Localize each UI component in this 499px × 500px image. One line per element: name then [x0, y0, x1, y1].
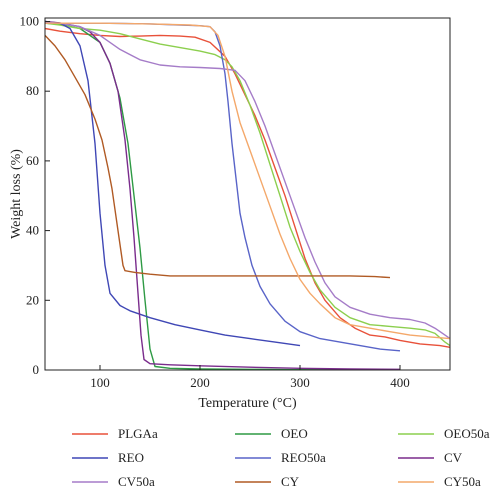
legend-label: REO50a [281, 450, 326, 465]
legend-item: REO [72, 450, 144, 465]
legend-item: CV [398, 450, 463, 465]
y-tick-label: 0 [33, 362, 40, 377]
legend-item: CY [235, 474, 300, 489]
y-axis-title: Weight loss (%) [9, 149, 24, 239]
legend-label: CY [281, 474, 300, 489]
series-line-oeo50a [45, 22, 450, 347]
series-line-cv [45, 20, 401, 370]
legend-item: OEO [235, 426, 308, 441]
axes-layer: 100 200 300 400 0 20 40 60 80 100 [20, 13, 451, 390]
legend-label: CY50a [444, 474, 481, 489]
legend: PLGAa OEO OEO50a REO REO50a CV CV50a CY CY50a [72, 426, 490, 489]
legend-label: PLGAa [118, 426, 158, 441]
x-tick-label: 100 [90, 375, 110, 390]
y-tick-label: 40 [26, 223, 39, 238]
series-line-reo [45, 20, 301, 347]
y-tick-label: 60 [26, 153, 39, 168]
series-line-plgaa [45, 27, 450, 348]
x-axis-title: Temperature (°C) [198, 396, 297, 411]
legend-label: REO [118, 450, 144, 465]
legend-item: CV50a [72, 474, 155, 489]
legend-item: CY50a [398, 474, 481, 489]
legend-label: OEO50a [444, 426, 490, 441]
legend-label: OEO [281, 426, 308, 441]
legend-item: REO50a [235, 450, 326, 465]
series-layer [45, 20, 450, 370]
series-line-cy [45, 34, 391, 279]
y-tick-label: 100 [20, 13, 40, 28]
legend-label: CV50a [118, 474, 155, 489]
series-line-oeo [45, 22, 401, 370]
plot-frame [44, 17, 451, 371]
x-tick-label: 400 [390, 375, 410, 390]
y-tick-label: 80 [26, 83, 39, 98]
legend-item: PLGAa [72, 426, 158, 441]
legend-item: OEO50a [398, 426, 490, 441]
y-tick-label: 20 [26, 292, 39, 307]
x-tick-label: 300 [290, 375, 310, 390]
legend-label: CV [444, 450, 463, 465]
series-line-cy50a [45, 22, 450, 340]
x-tick-label: 200 [190, 375, 210, 390]
series-line-cv50a [45, 21, 450, 340]
